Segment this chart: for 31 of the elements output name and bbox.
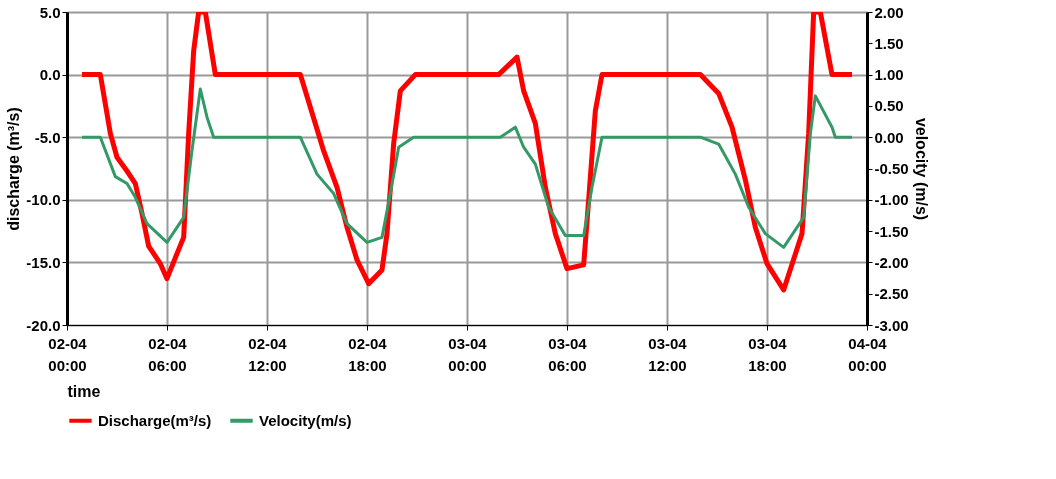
x-tick-label: 03-04 06:00 [548, 334, 588, 374]
y-tick-label: -20.0 [26, 316, 61, 334]
legend-label: Discharge(m³/s) [98, 411, 212, 429]
y-tick-label: -5.0 [34, 128, 61, 146]
x-axis-title: time [67, 382, 101, 400]
x-tick-label: 02-04 12:00 [248, 334, 288, 374]
y2-tick-label: 1.00 [874, 66, 904, 84]
y-axis-title: discharge (m³/s) [5, 107, 23, 231]
y2-tick-label: -2.00 [874, 253, 909, 271]
x-tick-label: 02-04 00:00 [48, 334, 88, 374]
y2-tick-label: 1.50 [874, 34, 904, 52]
y2-tick-label: -3.00 [874, 316, 909, 334]
y2-tick-label: 2.00 [874, 3, 904, 21]
x-tick-label: 04-04 00:00 [848, 334, 888, 374]
x-tick-label: 03-04 12:00 [648, 334, 688, 374]
legend-label: Velocity(m/s) [259, 411, 352, 429]
y2-tick-label: -1.50 [874, 222, 909, 240]
y2-tick-label: -0.50 [874, 160, 909, 177]
x-tick-label: 02-04 18:00 [348, 334, 388, 374]
y-tick-label: 0.0 [39, 66, 61, 84]
y-tick-label: -10.0 [26, 191, 61, 209]
x-tick-label: 02-04 06:00 [148, 334, 188, 374]
x-tick-label: 03-04 18:00 [748, 334, 788, 374]
y2-tick-label: 0.50 [874, 97, 904, 115]
y2-tick-label: 0.00 [874, 128, 904, 146]
y2-tick-label: -1.00 [874, 191, 909, 209]
y2-axis-title: velocity (m/s) [912, 117, 930, 221]
y2-tick-label: -2.50 [874, 285, 909, 303]
x-tick-label: 03-04 00:00 [448, 334, 488, 374]
y-tick-label: -15.0 [26, 253, 61, 271]
y-tick-label: 5.0 [39, 3, 61, 21]
